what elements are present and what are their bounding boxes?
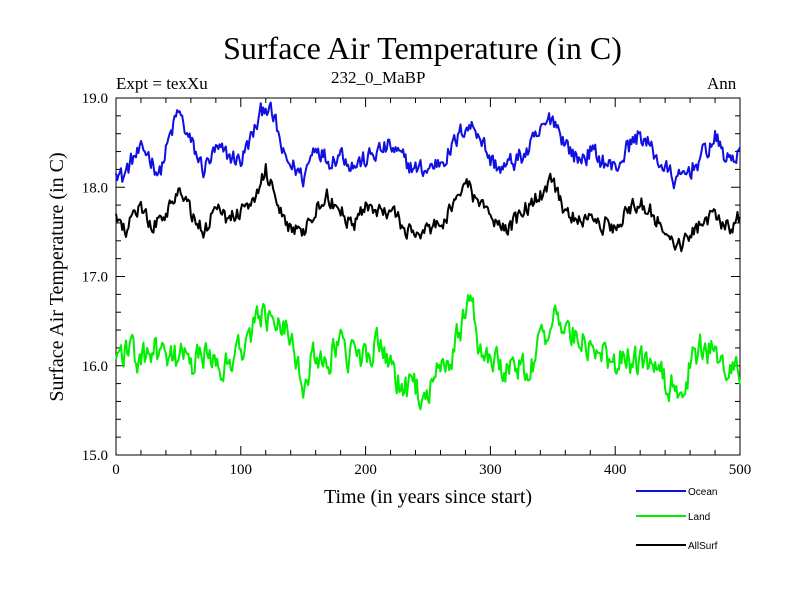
legend-label-land: Land [688, 512, 710, 523]
x-tick-label: 200 [354, 462, 377, 478]
y-tick-label: 17.0 [82, 270, 108, 286]
axis-tick-labels: 0 100 200 300 400 500 15.0 16.0 17.0 18.0 19.0 [82, 91, 752, 478]
x-tick-label: 400 [604, 462, 627, 478]
series-line-allsurf [115, 162, 741, 253]
y-tick-label: 19.0 [82, 91, 108, 107]
x-tick-label: 300 [479, 462, 502, 478]
x-tick-label: 500 [729, 462, 752, 478]
legend-label-allsurf: AllSurf [688, 541, 718, 552]
period-label: 232_0_MaBP [331, 68, 426, 87]
series-line-land [115, 294, 741, 411]
experiment-label: Expt = texXu [116, 74, 208, 93]
y-tick-label: 15.0 [82, 448, 108, 464]
chart-title: Surface Air Temperature (in C) [223, 30, 622, 66]
season-label: Ann [707, 74, 737, 93]
x-tick-label: 100 [230, 462, 253, 478]
axis-ticks [115, 97, 741, 456]
x-axis-label: Time (in years since start) [324, 486, 532, 508]
y-axis-label: Surface Air Temperature (in C) [46, 152, 68, 401]
series-lines [115, 101, 741, 411]
legend: Ocean Land AllSurf [636, 487, 718, 552]
y-tick-label: 16.0 [82, 359, 108, 375]
x-tick-label: 0 [112, 462, 120, 478]
y-tick-label: 18.0 [82, 180, 108, 196]
series-line-ocean [115, 101, 741, 190]
legend-label-ocean: Ocean [688, 487, 717, 498]
